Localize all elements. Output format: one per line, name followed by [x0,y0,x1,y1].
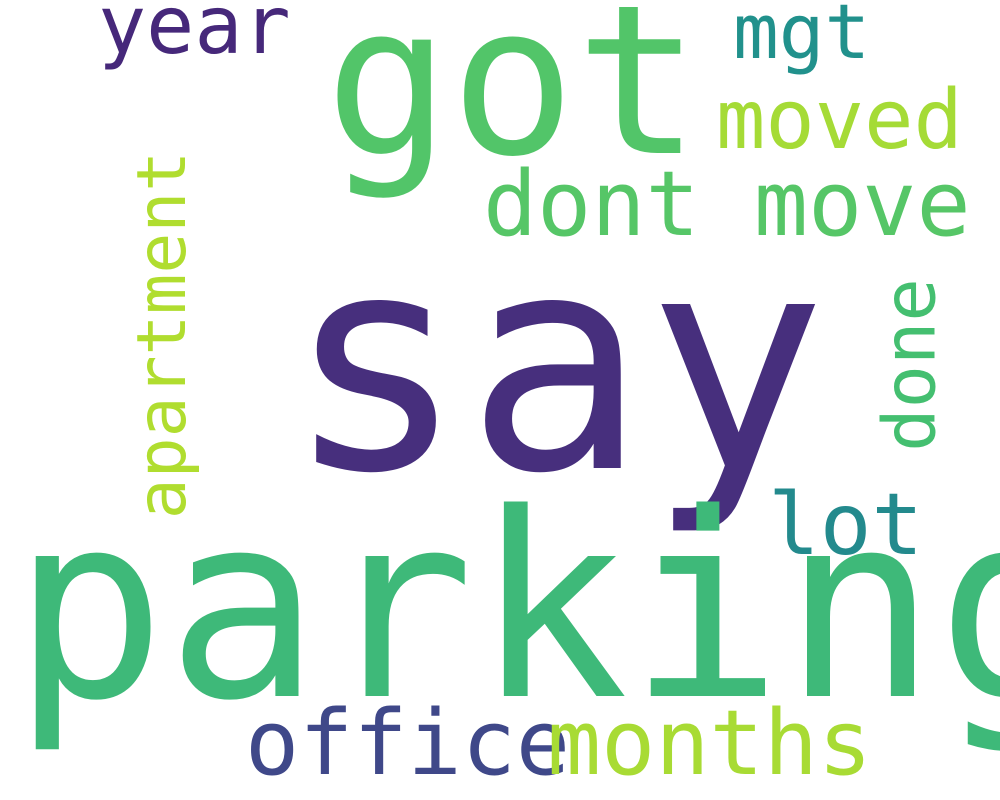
word-done: done [867,278,952,452]
word-moved: moved [716,73,963,168]
word-year: year [98,0,291,72]
word-dont-move: dont move [483,152,971,257]
word-say: say [285,190,827,539]
word-parking: parking [12,459,1000,757]
word-lot: lot [768,475,924,575]
word-office: office [245,691,571,796]
word-mgt: mgt [733,0,871,76]
word-months: months [547,691,873,796]
word-got: got [325,0,701,203]
word-apartment: apartment [123,150,203,520]
